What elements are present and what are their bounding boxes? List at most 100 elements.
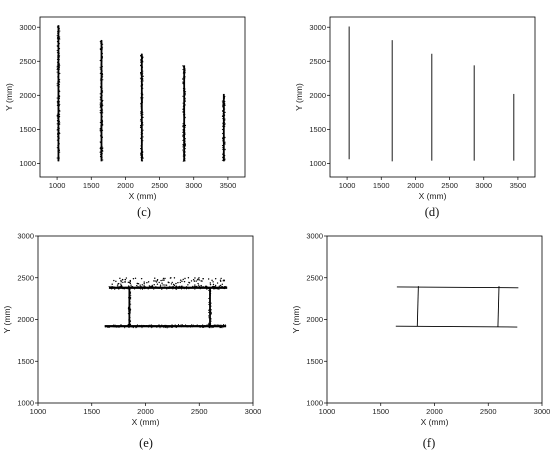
data-point [188,288,190,290]
panel-f-chart: 1000 1500 2000 2500 3000 1000 1500 2000 2500 3000… [291,232,550,427]
data-point [187,326,189,328]
data-point [182,76,184,78]
data-point [57,134,59,136]
data-point [100,115,102,117]
data-point [129,312,131,314]
data-point [184,70,186,72]
data-point [149,324,151,326]
data-point [183,83,185,85]
data-point [190,287,192,289]
data-point [180,324,182,326]
data-point [222,130,225,132]
data-point [165,284,168,286]
data-point [116,326,118,328]
data-point [141,324,143,326]
data-point [100,77,102,79]
data-point [156,283,159,285]
x-tick-label: 2500 [480,407,497,416]
data-point [139,324,141,327]
data-point [58,28,60,30]
data-point [59,30,61,32]
data-point [140,125,142,127]
data-point [209,290,211,293]
data-point [122,288,124,290]
data-point [190,280,193,282]
strip-core [128,287,131,327]
data-point [200,286,202,288]
data-point [57,67,59,69]
data-point [100,39,102,41]
data-point [59,110,61,112]
data-point [101,104,103,106]
data-point [218,325,220,327]
data-point [119,326,121,328]
data-point [140,98,142,100]
data-point [183,159,185,161]
data-point [56,45,58,47]
data-point [114,288,116,290]
data-point [57,73,59,76]
data-point [144,288,146,290]
data-point [141,150,143,152]
data-point [183,116,185,118]
data-point [184,277,186,280]
data-point [183,137,185,139]
data-point [223,116,225,118]
data-point [224,143,226,145]
data-point [56,69,58,71]
data-point [57,54,59,56]
data-point [59,47,61,50]
data-point [141,82,143,84]
data-point [212,283,215,286]
data-point [209,302,211,304]
data-point [101,148,103,150]
data-point [129,307,131,309]
data-point [223,95,225,97]
data-point [140,288,142,290]
data-point [100,125,102,127]
data-point [140,64,142,66]
data-point [141,53,143,55]
data-point [140,103,142,105]
data-point [141,55,143,57]
data-point [183,100,185,102]
data-point [140,154,142,156]
data-point [111,287,113,289]
data-point [58,26,60,28]
data-point [152,326,154,328]
data-point [223,154,225,156]
data-point [215,287,217,289]
data-point [183,121,185,123]
point-cloud-5 [221,93,226,162]
data-point [184,132,186,134]
data-point [220,326,222,329]
data-point [59,36,61,38]
data-point [57,127,59,129]
data-point [56,100,58,102]
data-point [101,87,103,89]
data-point [100,116,102,118]
data-point [147,287,149,289]
data-point [184,148,186,150]
data-point [182,102,184,104]
data-point [118,286,121,288]
y-tick-label: 3000 [19,23,36,32]
x-tick-label: 3500 [510,181,527,190]
data-point [220,286,223,288]
data-point [101,60,103,62]
data-point [216,282,219,284]
data-point [140,137,142,139]
data-point [99,148,101,150]
data-point [134,325,136,327]
data-point [182,325,184,327]
data-point [208,289,210,291]
data-point [113,286,115,288]
data-point [222,146,224,149]
data-point [156,326,158,328]
data-point [128,301,130,303]
data-point [184,94,186,96]
data-point [101,150,104,152]
data-point [179,285,181,288]
data-point [56,114,58,116]
data-point [210,320,212,322]
